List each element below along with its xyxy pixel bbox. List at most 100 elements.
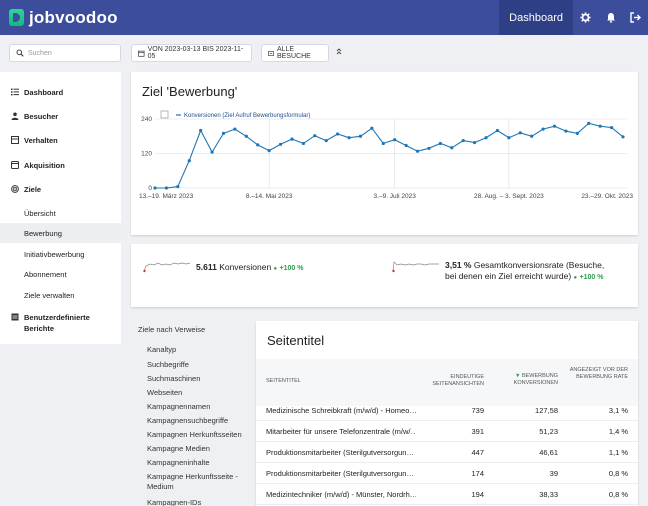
date-range-selector[interactable]: VON 2023-03-13 BIS 2023-11-05	[131, 44, 252, 62]
cell-page-title: Mitarbeiter für unsere Telefonzentrale (…	[266, 427, 416, 436]
data-point	[256, 143, 260, 147]
cell-conversions: 38,33	[539, 490, 558, 499]
column-header-conversions-label: BEWERBUNG KONVERSIONEN	[513, 373, 558, 386]
cell-page-title: Produktionsmitarbeiter (Sterilgutversorg…	[266, 448, 414, 457]
table-row[interactable]: Medizintechniker (m/w/d) - Münster, Nord…	[256, 484, 638, 505]
search-placeholder: Suchen	[28, 49, 52, 57]
logo-icon	[9, 9, 24, 26]
behaviour-icon	[10, 136, 19, 145]
data-point	[621, 135, 625, 139]
column-header-conversions[interactable]: ▼ BEWERBUNG KONVERSIONEN	[494, 373, 558, 387]
data-point	[153, 186, 157, 190]
column-header-unique[interactable]: EINDEUTIGE SEITENANSICHTEN	[432, 374, 484, 387]
data-point	[598, 124, 602, 128]
referrer-item[interactable]: Kanaltyp	[147, 345, 177, 354]
dashboard-link[interactable]: Dashboard	[499, 0, 573, 35]
sidebar-item-akquisition[interactable]: Akquisition	[0, 155, 121, 175]
referrer-item[interactable]: Suchmaschinen	[147, 374, 201, 383]
sidebar: Dashboard Besucher Verhalten Akquisition…	[0, 72, 121, 344]
data-point	[415, 149, 420, 153]
cell-conversions: 46,61	[539, 448, 558, 457]
page-title: Ziel 'Bewerbung'	[142, 84, 238, 99]
y-tick-label: 0	[148, 185, 152, 192]
sidebar-item-label: Übersicht	[24, 208, 56, 218]
chart-options-icon	[160, 110, 169, 119]
cell-page-title: Produktionsmitarbeiter (Sterilgutversorg…	[266, 469, 414, 478]
gear-icon[interactable]	[573, 0, 598, 35]
referrer-item[interactable]: Kampagnennamen	[147, 402, 211, 411]
x-tick-label: 13.–19. März 2023	[139, 193, 194, 200]
table-row[interactable]: Produktionsmitarbeiter (Sterilgutversorg…	[256, 442, 638, 463]
sidebar-item-bewerbung[interactable]: Bewerbung	[0, 223, 121, 243]
rate-sparkline	[392, 261, 439, 273]
cell-conversions: 127,58	[535, 406, 558, 415]
cell-rate: 0,8 %	[608, 490, 628, 499]
kpi-card: 5.611 Konversionen ● +100 % 3,51 % Gesam…	[131, 244, 638, 307]
data-point	[575, 131, 579, 135]
app-name: jobvoodoo	[29, 7, 118, 27]
page-titles-table-card: Seitentitel SEITENTITEL EINDEUTIGE SEITE…	[256, 321, 638, 506]
data-point	[301, 141, 305, 146]
data-point	[484, 136, 488, 140]
date-range-label: VON 2023-03-13 BIS 2023-11-05	[147, 46, 244, 60]
data-point	[313, 134, 317, 138]
sidebar-item-label: Dashboard	[24, 87, 64, 97]
collapse-icon[interactable]	[336, 47, 342, 57]
sidebar-item-label: Abonnement	[24, 269, 67, 279]
logout-icon[interactable]	[623, 0, 648, 35]
data-point	[244, 134, 248, 138]
cell-rate: 3,1 %	[608, 406, 628, 415]
table-row[interactable]: Mitarbeiter für unsere Telefonzentrale (…	[256, 421, 638, 442]
table-row[interactable]: Produktionsmitarbeiter (Sterilgutversorg…	[256, 463, 638, 484]
referrer-item[interactable]: Kampagnen Herkunftsseiten	[147, 430, 242, 439]
conversions-value: 5.611	[196, 262, 217, 272]
sidebar-item-abonnement[interactable]: Abonnement	[0, 264, 121, 284]
data-point	[278, 142, 283, 146]
referrer-item[interactable]: Kampagne Medien	[147, 444, 210, 453]
evolution-chart[interactable]: 0 120 240 13.–19. März 2023 8.–14. Mai 2023 3…	[131, 72, 638, 235]
sidebar-item-besucher[interactable]: Besucher	[0, 106, 121, 126]
data-point	[358, 134, 363, 138]
referrer-item[interactable]: Kampagne Herkunftsseite - Medium	[147, 472, 238, 491]
data-point	[541, 127, 545, 131]
referrer-item[interactable]: Webseiten	[147, 388, 183, 397]
table-row[interactable]: Medizinische Schreibkraft (m/w/d) - Home…	[256, 400, 638, 421]
data-point	[518, 131, 522, 135]
sidebar-item-custom-reports[interactable]: Benutzerdefinierte Berichte	[0, 310, 121, 336]
column-header-rate[interactable]: ANGEZEIGT VOR DER BEWERBUNG RATE	[569, 367, 628, 380]
bell-icon[interactable]	[598, 0, 623, 35]
cell-rate: 0,8 %	[608, 469, 628, 478]
x-tick-label: 23.–29. Okt. 2023	[581, 193, 633, 200]
referrer-item[interactable]: Suchbegriffe	[147, 360, 189, 369]
search-input[interactable]: Suchen	[9, 44, 121, 62]
conversions-change: +100 %	[279, 265, 304, 272]
data-point	[221, 131, 226, 135]
dashboard-icon	[10, 88, 19, 97]
calendar-icon	[138, 50, 145, 57]
column-header-title[interactable]: SEITENTITEL	[266, 378, 301, 384]
referrer-item[interactable]: Kampagnen-IDs	[147, 498, 202, 506]
data-point	[176, 184, 180, 189]
conversions-sparkline	[143, 262, 191, 273]
sidebar-item-dashboard[interactable]: Dashboard	[0, 82, 121, 102]
rate-label: Gesamtkonversionsrate (Besuche, bei dene…	[445, 260, 605, 281]
sidebar-item-ziele[interactable]: Ziele	[0, 179, 121, 199]
segment-selector[interactable]: ALLE BESUCHE	[261, 44, 329, 62]
goals-icon	[10, 185, 19, 194]
data-point	[473, 140, 477, 145]
cell-page-title: Medizintechniker (m/w/d) - Münster, Nord…	[266, 490, 416, 499]
referrer-item[interactable]: Kampagneninhalte	[147, 458, 210, 467]
sidebar-item-label: Benutzerdefinierte Berichte	[24, 313, 90, 333]
visitors-icon	[10, 112, 19, 121]
sidebar-item-uebersicht[interactable]: Übersicht	[0, 203, 121, 223]
logo[interactable]: jobvoodoo	[9, 8, 118, 28]
x-tick-label: 8.–14. Mai 2023	[246, 193, 293, 200]
data-point	[461, 138, 465, 143]
sidebar-item-label: Akquisition	[24, 160, 65, 170]
sidebar-item-initiativbewerbung[interactable]: Initiativbewerbung	[0, 244, 121, 264]
sidebar-item-ziele-verwalten[interactable]: Ziele verwalten	[0, 285, 121, 305]
referrer-item[interactable]: Kampagnensuchbegriffe	[147, 416, 229, 425]
data-point	[210, 150, 214, 154]
sidebar-item-verhalten[interactable]: Verhalten	[0, 130, 121, 150]
top-nav: Dashboard	[499, 0, 648, 35]
